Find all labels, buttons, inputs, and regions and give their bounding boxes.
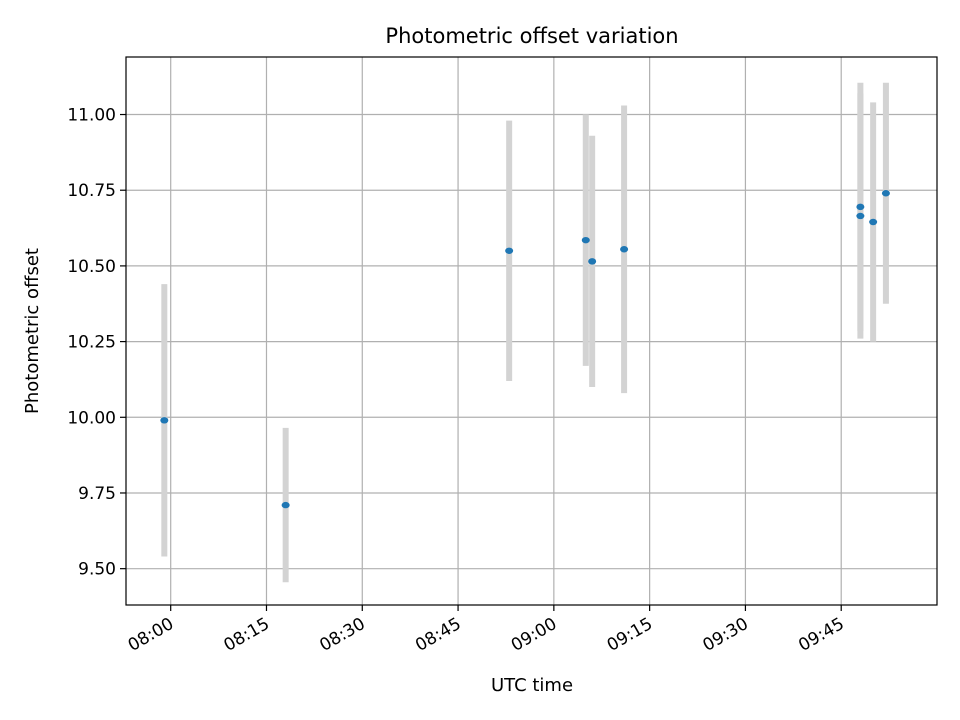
data-point bbox=[505, 247, 514, 254]
y-tick-label: 10.25 bbox=[67, 333, 116, 353]
x-tick-label: 09:45 bbox=[795, 614, 847, 656]
data-point bbox=[160, 417, 169, 424]
y-tick-label: 10.50 bbox=[67, 257, 116, 277]
data-point bbox=[856, 203, 865, 211]
data-point bbox=[588, 258, 597, 265]
x-tick-label: 08:30 bbox=[316, 614, 368, 656]
data-point bbox=[856, 212, 865, 220]
y-tick-label: 10.00 bbox=[67, 408, 116, 428]
data-point bbox=[869, 218, 878, 226]
y-tick-label: 10.75 bbox=[67, 181, 116, 201]
x-tick-label: 09:00 bbox=[508, 614, 560, 656]
y-tick-label: 9.75 bbox=[78, 484, 116, 504]
y-tick-label: 11.00 bbox=[67, 106, 116, 126]
data-point bbox=[581, 236, 590, 244]
x-tick-label: 09:15 bbox=[604, 614, 656, 656]
x-tick-label: 08:15 bbox=[221, 614, 273, 656]
x-tick-label: 08:45 bbox=[412, 614, 464, 656]
x-axis-title: UTC time bbox=[491, 675, 573, 696]
plot-frame bbox=[125, 56, 938, 606]
chart-title: Photometric offset variation bbox=[385, 24, 678, 48]
data-point bbox=[281, 501, 290, 509]
x-tick-label: 09:30 bbox=[699, 614, 751, 656]
data-point bbox=[620, 246, 629, 253]
data-point bbox=[881, 190, 890, 197]
y-axis-title: Photometric offset bbox=[22, 248, 43, 414]
x-tick-label: 08:00 bbox=[125, 614, 177, 656]
y-tick-label: 9.50 bbox=[78, 560, 116, 580]
